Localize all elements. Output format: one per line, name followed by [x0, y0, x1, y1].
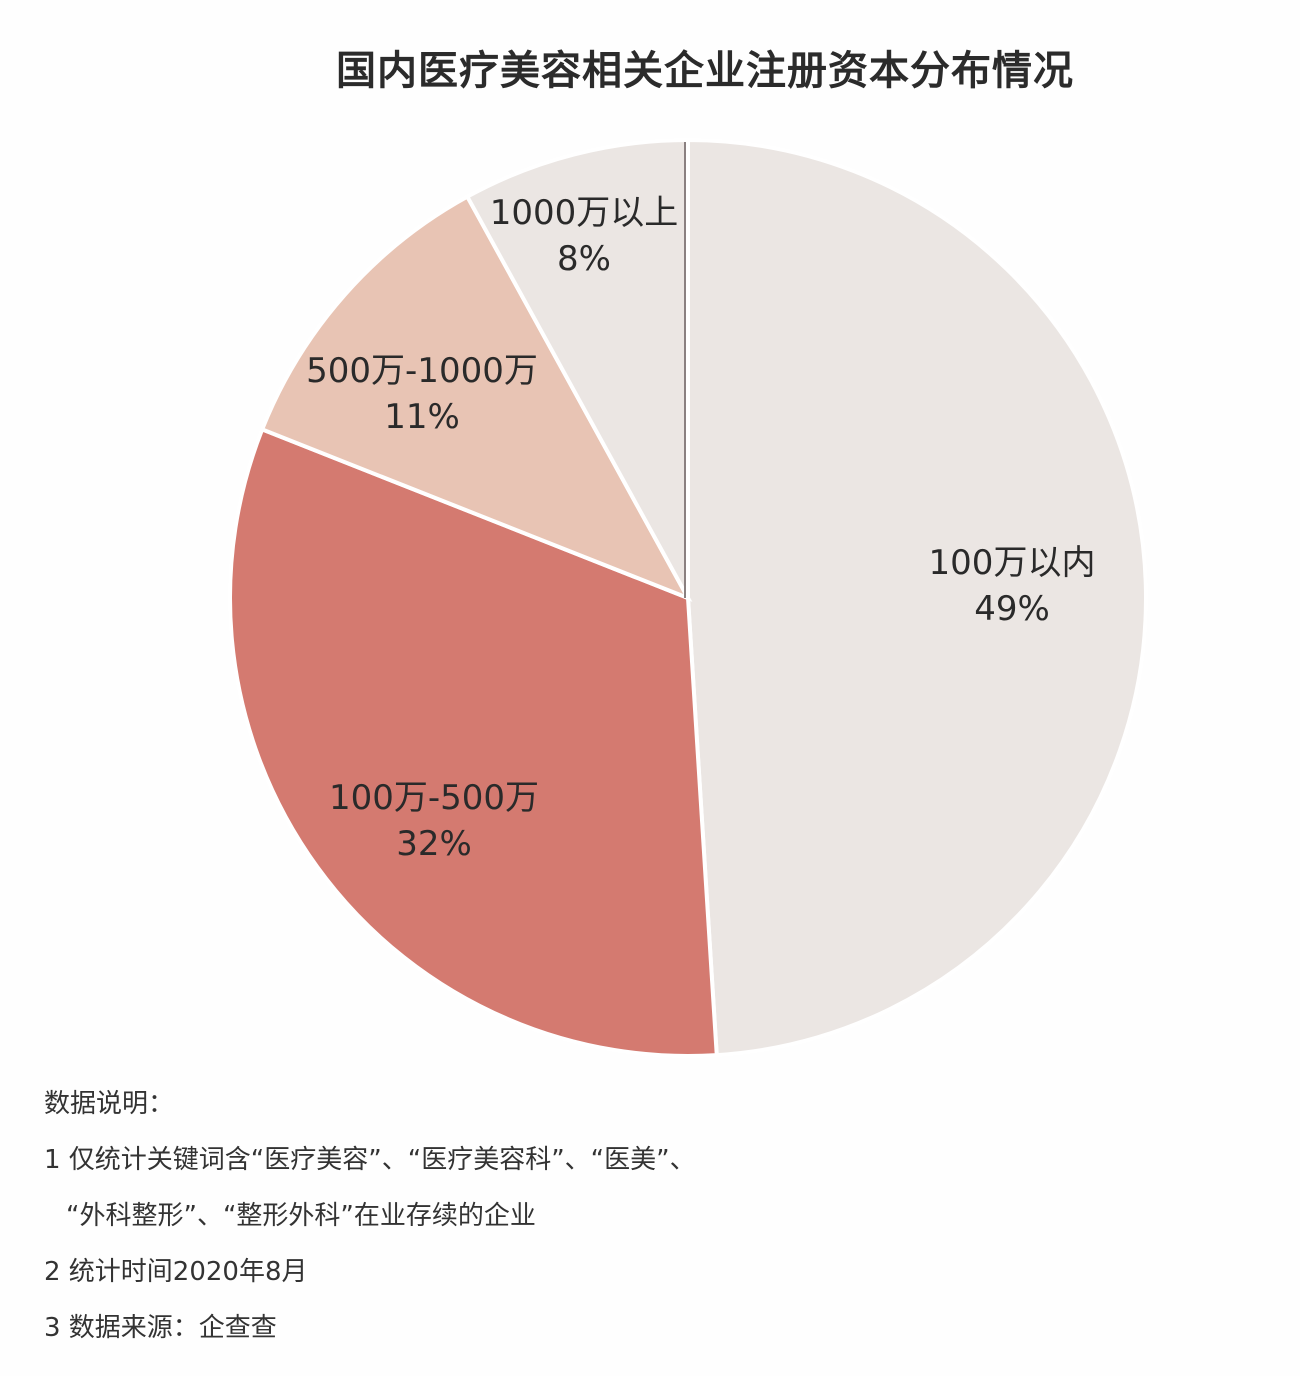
slice-name: 100万-500万: [328, 778, 540, 818]
slice-percent: 32%: [396, 824, 472, 864]
pie-slice: [259, 193, 693, 602]
data-notes: 数据说明： 1 仅统计关键词含“医疗美容”、“医疗美容科”、“医美”、 “外科整…: [44, 1076, 696, 1356]
slice-label-under-100w: 100万以内 49%: [929, 540, 1096, 632]
slice-percent: 8%: [557, 239, 611, 279]
slice-label-100w-500w: 100万-500万 32%: [329, 775, 539, 867]
chart-title: 国内医疗美容相关企业注册资本分布情况: [336, 48, 1074, 94]
note-1: 1 仅统计关键词含“医疗美容”、“医疗美容科”、“医美”、: [44, 1145, 696, 1175]
pie-slice: [686, 137, 1149, 1058]
notes-heading: 数据说明：: [44, 1089, 175, 1119]
slice-name: 100万以内: [928, 543, 1096, 583]
slice-label-500w-1000w: 500万-1000万 11%: [306, 348, 538, 440]
note-2: 2 统计时间2020年8月: [44, 1257, 308, 1287]
note-3: 3 数据来源：企查查: [44, 1313, 277, 1343]
slice-percent: 49%: [974, 589, 1050, 629]
slice-name: 1000万以上: [489, 193, 679, 233]
pie-slice: [464, 137, 690, 599]
slice-percent: 11%: [384, 397, 460, 437]
slice-name: 500万-1000万: [306, 351, 538, 391]
pie-slice: [228, 426, 719, 1058]
note-1-continued: “外科整形”、“整形外科”在业存续的企业: [66, 1201, 536, 1231]
slice-label-over-1000w: 1000万以上 8%: [490, 190, 679, 282]
